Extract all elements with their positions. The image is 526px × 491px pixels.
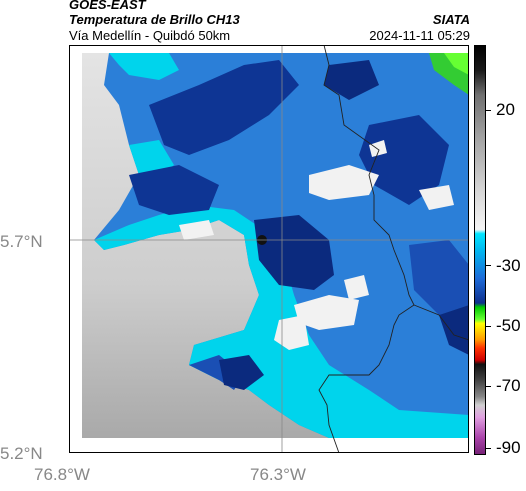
lon-label-76-3: 76.3°W — [250, 465, 306, 484]
cold-core-south — [219, 355, 264, 390]
department-border-east — [413, 304, 469, 341]
lon-label-76-8: 76.8°W — [34, 465, 90, 484]
datetime-label: 2024-11-11 05:29 — [369, 28, 470, 43]
green-region-light — [444, 53, 469, 75]
lat-label-5-7: 5.7°N — [0, 232, 43, 251]
gap-1 — [309, 165, 379, 200]
gap-5 — [274, 315, 309, 350]
route-subtitle: Vía Medellín - Quibdó 50km — [69, 28, 231, 43]
cloud-edge-cyan-top — [109, 53, 179, 80]
brightness-temperature-map[interactable] — [69, 45, 469, 453]
gap-4 — [344, 275, 369, 300]
gap-3 — [294, 295, 359, 330]
colorbar-label-minus-30: -30 — [496, 256, 521, 275]
department-border — [318, 45, 415, 453]
colorbar-label-minus-70: -70 — [496, 376, 521, 395]
colorbar-label-minus-50: -50 — [496, 316, 521, 335]
cold-core-east — [359, 115, 449, 205]
cold-core-northeast — [324, 60, 379, 100]
org-label: SIATA — [432, 12, 470, 27]
cloud-patch-east — [409, 240, 469, 315]
cold-core-west — [129, 165, 219, 215]
product-title: Temperatura de Brillo CH13 — [69, 12, 240, 27]
cold-core-north — [149, 60, 299, 155]
colorbar-label-20: 20 — [496, 100, 515, 119]
colorbar-label-minus-90: -90 — [496, 438, 521, 457]
cold-core-center — [254, 215, 334, 290]
map-canvas — [69, 45, 469, 453]
satellite-name: GOES-EAST — [69, 0, 146, 12]
colorbar — [474, 45, 486, 455]
gap-7 — [179, 220, 214, 240]
cold-core-southeast — [439, 305, 469, 355]
gap-2 — [419, 185, 454, 210]
gap-6 — [369, 140, 387, 157]
lat-label-5-2: 5.2°N — [0, 444, 43, 463]
